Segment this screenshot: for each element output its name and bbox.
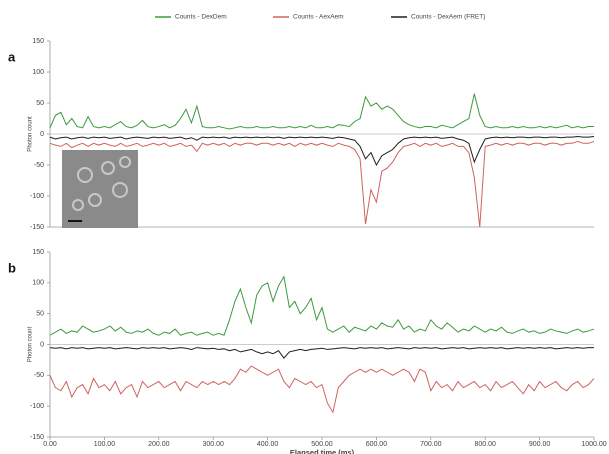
x-tick-label: 600.00: [366, 441, 388, 448]
series-line: [49, 275, 595, 336]
x-tick-label: 300.00: [202, 441, 224, 448]
y-tick-label: -100: [30, 403, 44, 410]
series-line: [49, 140, 595, 228]
y-tick-label: 100: [32, 280, 44, 287]
x-tick-label: 100.00: [94, 441, 116, 448]
panel-label: b: [8, 260, 16, 275]
x-axis-title: Elapsed time (ms): [290, 448, 355, 454]
x-tick-label: 700.00: [420, 441, 442, 448]
y-tick-label: 150: [32, 38, 44, 45]
y-tick-label: -50: [34, 372, 44, 379]
x-tick-label: 900.00: [529, 441, 551, 448]
y-tick-label: -150: [30, 224, 44, 231]
x-tick-label: 500.00: [311, 441, 333, 448]
x-tick-label: 400.00: [257, 441, 279, 448]
y-axis-title: Photon count: [28, 326, 34, 362]
inset-micrograph: [62, 150, 138, 228]
y-tick-label: 0: [40, 341, 44, 348]
y-tick-label: 50: [36, 100, 44, 107]
panel: a Photon count -150 -100 -50 0 50 100 150 Counts …: [8, 14, 595, 231]
y-tick-label: -150: [30, 434, 44, 441]
x-tick-label: 200.00: [148, 441, 170, 448]
y-axis-title: Photon count: [28, 116, 34, 152]
y-tick-label: 50: [36, 311, 44, 318]
y-tick-label: -100: [30, 193, 44, 200]
series-line: [49, 365, 595, 414]
panel: b Photon count -150 -100 -50 0 50 100 150 0.00 100…: [8, 249, 607, 454]
x-tick-label: 1000.00: [581, 441, 606, 448]
y-tick-label: 150: [32, 249, 44, 256]
series-line: [49, 93, 594, 130]
series-line: [49, 347, 594, 359]
legend-label: Counts - DexAem (FRET): [411, 14, 485, 21]
legend-label: Counts - AexAem: [293, 14, 344, 21]
x-tick-label: 0.00: [43, 441, 57, 448]
x-tick-label: 800.00: [474, 441, 496, 448]
y-tick-label: 100: [32, 69, 44, 76]
y-tick-label: -50: [34, 162, 44, 169]
panel-label: a: [8, 49, 16, 64]
series-line: [49, 135, 595, 167]
y-tick-label: 0: [40, 131, 44, 138]
legend-label: Counts - DexDem: [175, 14, 227, 21]
